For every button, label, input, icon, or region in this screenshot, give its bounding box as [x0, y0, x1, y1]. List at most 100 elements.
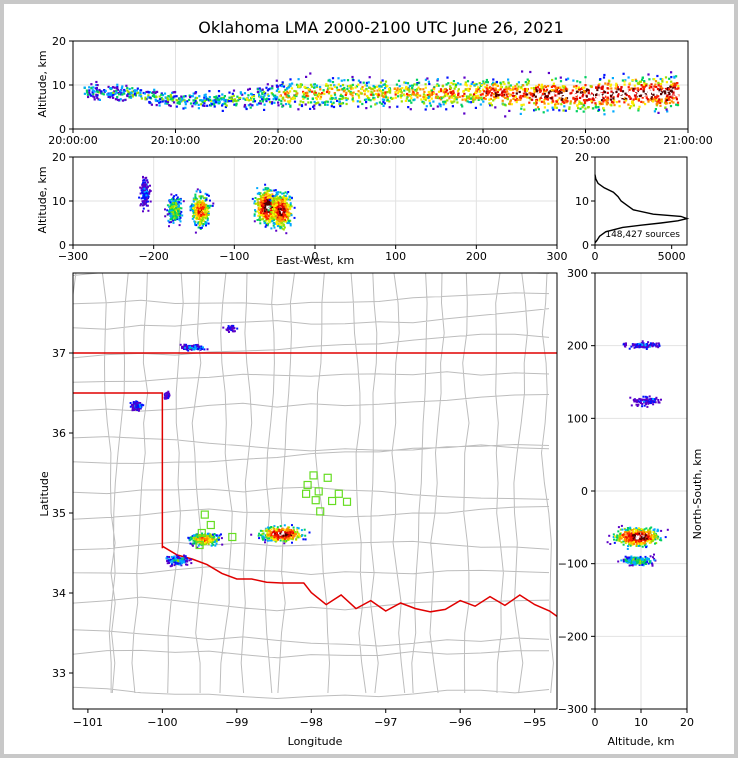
p1-source-cell	[317, 94, 320, 97]
p2-source-cell	[286, 210, 289, 213]
p4-source-cell	[282, 539, 285, 542]
p1-source-cell	[503, 88, 506, 91]
p4-ylabel: Latitude	[38, 471, 51, 517]
p1-source-cell	[479, 97, 483, 100]
p1-source-cell	[437, 90, 441, 93]
p1-source-cell	[565, 87, 568, 90]
p4-source-cell	[304, 534, 307, 537]
p3-ytick-label: 10	[575, 195, 589, 208]
p2-source-cell	[196, 198, 199, 201]
p2-xtick-label: 200	[466, 250, 487, 263]
p1-source-cell	[147, 94, 150, 97]
p1-source-cell	[113, 86, 116, 89]
p1-xtick-label: 21:00:00	[663, 134, 712, 147]
p4-source-cell	[205, 540, 208, 543]
p1-source-cell	[342, 97, 345, 100]
p1-source-cell	[184, 95, 187, 98]
p1-source-cell	[588, 94, 591, 97]
p2-source-cell	[276, 219, 279, 222]
p1-source-cell	[284, 88, 287, 91]
p2-source-cell	[172, 204, 175, 207]
lma-station-marker	[303, 480, 312, 490]
p2-source-cell	[281, 219, 284, 222]
p4-source-cell	[205, 542, 207, 545]
p1-source-cell	[475, 96, 478, 99]
p2-source-cell	[276, 223, 278, 226]
p2-source-cell	[172, 199, 175, 202]
p4-source-cell	[272, 537, 275, 540]
p1-source-cell	[208, 96, 211, 99]
p1-source-cell	[145, 90, 148, 94]
p2-source-cell	[262, 208, 265, 211]
p2-source-cell	[285, 232, 288, 235]
p1-source-cell	[584, 76, 587, 79]
p1-source-cell	[598, 88, 601, 91]
p2-source-cell	[191, 217, 194, 220]
p1-source-cell	[442, 91, 445, 94]
p1-source-cell	[486, 90, 489, 93]
p2-source-cell	[142, 202, 145, 205]
p1-source-cell	[499, 88, 502, 91]
p1-source-cell	[178, 97, 181, 100]
p1-source-cell	[615, 82, 618, 85]
p1-source-cell	[654, 95, 657, 99]
p1-source-cell	[259, 90, 262, 93]
p1-source-cell	[213, 100, 216, 103]
p1-source-cell	[675, 98, 678, 101]
p1-source-cell	[411, 84, 414, 87]
p2-source-cell	[265, 208, 268, 211]
p4-source-cell	[282, 531, 285, 534]
p1-source-cell	[341, 83, 345, 87]
p4-source-cell	[263, 536, 266, 539]
p1-source-cell	[365, 84, 368, 87]
p1-source-cell	[313, 92, 316, 95]
p1-source-cell	[521, 70, 524, 73]
p1-source-cell	[154, 98, 157, 101]
p1-source-cell	[480, 98, 483, 101]
p2-source-cell	[144, 181, 147, 184]
p1-source-cell	[518, 90, 521, 94]
p1-source-cell	[492, 99, 495, 102]
p1-source-cell	[531, 95, 534, 98]
p1-source-cell	[194, 96, 197, 99]
p2-source-cell	[284, 191, 287, 194]
p1-source-cell	[509, 99, 512, 102]
p1-source-cell	[653, 78, 656, 81]
p2-source-cell	[177, 212, 180, 215]
p1-source-cell	[503, 82, 506, 85]
p4-source-cell	[191, 345, 194, 347]
p1-source-cell	[194, 92, 197, 95]
p4-source-cell	[282, 532, 285, 535]
p1-source-cell	[472, 100, 475, 103]
p1-source-cell	[562, 95, 565, 98]
p1-source-cell	[602, 94, 606, 97]
p4-source-cell	[181, 347, 184, 350]
p1-source-cell	[266, 93, 269, 96]
p1-source-cell	[542, 88, 546, 91]
p2-source-cell	[275, 214, 278, 217]
p4-source-cell	[264, 541, 266, 544]
p2-source-cell	[282, 205, 285, 208]
p1-source-cell	[346, 97, 349, 100]
p1-source-cell	[411, 92, 414, 95]
p2-source-cell	[196, 222, 199, 225]
p2-source-cell	[273, 189, 276, 192]
p1-source-cell	[635, 90, 638, 93]
p1-source-cell	[314, 93, 317, 96]
p2-source-cell	[171, 211, 174, 214]
p1-source-cell	[675, 75, 678, 78]
p1-source-cell	[609, 84, 612, 87]
p2-source-cell	[270, 218, 273, 221]
p1-source-cell	[614, 89, 617, 92]
p2-source-cell	[145, 201, 148, 204]
p1-source-cell	[514, 85, 517, 88]
p1-source-cell	[655, 95, 658, 99]
p2-source-cell	[144, 199, 146, 202]
p2-source-cell	[171, 203, 174, 206]
p1-source-cell	[329, 100, 332, 103]
p2-source-cell	[268, 196, 270, 199]
p2-source-cell	[205, 198, 208, 201]
p1-source-cell	[443, 94, 447, 97]
p2-source-cell	[196, 203, 199, 206]
p1-source-cell	[559, 76, 562, 79]
